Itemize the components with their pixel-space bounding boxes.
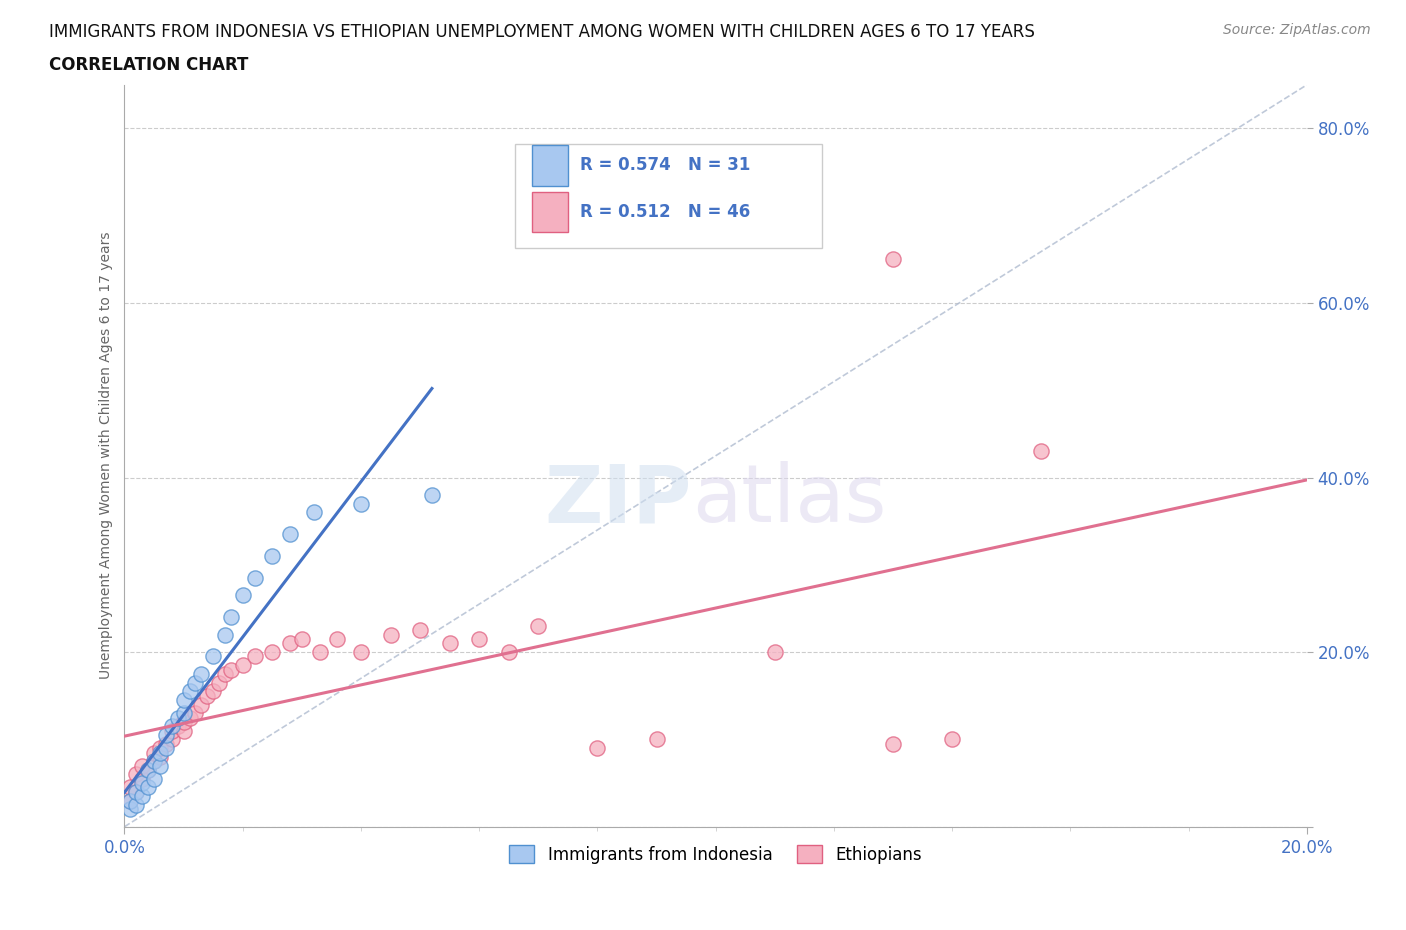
Point	[125, 767, 148, 782]
Point	[645, 732, 668, 747]
Point	[350, 497, 373, 512]
Text: CORRELATION CHART: CORRELATION CHART	[49, 56, 249, 73]
Point	[380, 627, 402, 642]
Point	[468, 631, 491, 646]
Point	[262, 644, 284, 659]
Point	[243, 649, 266, 664]
Point	[149, 758, 172, 773]
Point	[208, 675, 231, 690]
Point	[214, 627, 236, 642]
Point	[143, 745, 166, 760]
Text: atlas: atlas	[692, 461, 886, 539]
Point	[131, 758, 153, 773]
Point	[184, 675, 207, 690]
Point	[160, 732, 183, 747]
Point	[214, 667, 236, 682]
Point	[202, 649, 225, 664]
Point	[155, 727, 177, 742]
Point	[409, 623, 432, 638]
Point	[125, 784, 148, 799]
Point	[941, 732, 963, 747]
Point	[278, 527, 301, 542]
Point	[179, 711, 201, 725]
Point	[173, 706, 195, 721]
Point	[308, 644, 330, 659]
Point	[125, 784, 148, 799]
Point	[120, 780, 142, 795]
Point	[173, 693, 195, 708]
Bar	[515, 144, 823, 248]
Point	[420, 487, 443, 502]
Point	[166, 711, 188, 725]
Point	[882, 737, 904, 751]
Point	[262, 549, 284, 564]
Text: ZIP: ZIP	[546, 461, 692, 539]
Point	[136, 780, 159, 795]
Point	[149, 750, 172, 764]
Point	[149, 745, 172, 760]
Text: R = 0.512   N = 46: R = 0.512 N = 46	[579, 203, 749, 221]
Point	[195, 688, 218, 703]
Point	[120, 793, 142, 808]
Legend: Immigrants from Indonesia, Ethiopians: Immigrants from Indonesia, Ethiopians	[502, 839, 929, 870]
Y-axis label: Unemployment Among Women with Children Ages 6 to 17 years: Unemployment Among Women with Children A…	[100, 232, 114, 680]
Point	[143, 754, 166, 769]
Text: R = 0.574   N = 31: R = 0.574 N = 31	[579, 156, 751, 174]
Point	[143, 754, 166, 769]
Point	[166, 719, 188, 734]
Point	[278, 636, 301, 651]
Point	[326, 631, 349, 646]
Point	[302, 505, 325, 520]
Point	[219, 662, 242, 677]
Point	[882, 252, 904, 267]
Point	[131, 771, 153, 786]
Point	[155, 737, 177, 751]
Point	[160, 719, 183, 734]
Point	[136, 763, 159, 777]
Point	[439, 636, 461, 651]
Point	[219, 610, 242, 625]
Point	[232, 658, 254, 672]
Point	[291, 631, 314, 646]
Point	[160, 724, 183, 738]
Bar	[533, 192, 568, 232]
Point	[149, 740, 172, 755]
Bar	[533, 145, 568, 186]
Point	[202, 684, 225, 698]
Point	[120, 793, 142, 808]
Text: Source: ZipAtlas.com: Source: ZipAtlas.com	[1223, 23, 1371, 37]
Point	[143, 771, 166, 786]
Point	[173, 724, 195, 738]
Point	[120, 802, 142, 817]
Point	[155, 740, 177, 755]
Point	[527, 618, 550, 633]
Point	[131, 789, 153, 804]
Point	[173, 714, 195, 729]
Point	[190, 667, 212, 682]
Point	[498, 644, 520, 659]
Point	[350, 644, 373, 659]
Point	[232, 588, 254, 603]
Text: IMMIGRANTS FROM INDONESIA VS ETHIOPIAN UNEMPLOYMENT AMONG WOMEN WITH CHILDREN AG: IMMIGRANTS FROM INDONESIA VS ETHIOPIAN U…	[49, 23, 1035, 41]
Point	[136, 763, 159, 777]
Point	[190, 698, 212, 712]
Point	[1029, 444, 1052, 458]
Point	[184, 706, 207, 721]
Point	[243, 570, 266, 585]
Point	[179, 684, 201, 698]
Point	[125, 797, 148, 812]
Point	[131, 776, 153, 790]
Point	[763, 644, 786, 659]
Point	[586, 740, 609, 755]
